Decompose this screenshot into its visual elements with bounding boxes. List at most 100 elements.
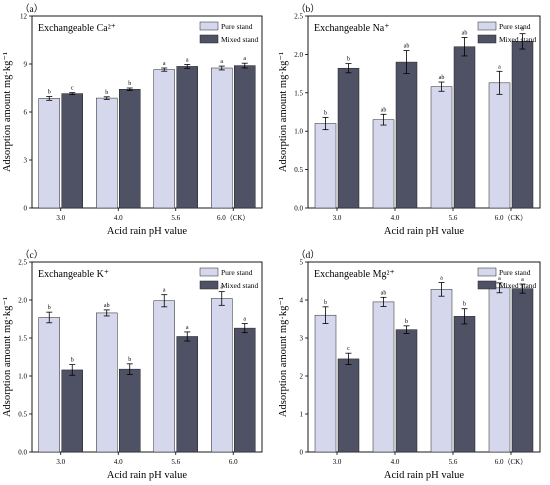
y-tick-label: 0.5: [18, 411, 27, 419]
x-tick-label: 6.0（CK）: [495, 458, 527, 466]
x-tick-label: 3.0: [56, 458, 65, 466]
y-tick-label: 3: [24, 157, 28, 165]
bar-mixed-stand: [61, 93, 83, 209]
x-tick-label: 4.0: [114, 458, 123, 466]
bar-mixed-stand: [453, 316, 476, 453]
significance-letter: a: [521, 277, 524, 283]
y-tick-label: 1.0: [294, 128, 303, 136]
significance-letter: ab: [439, 75, 445, 81]
panel-title: Exchangeable Na⁺: [314, 23, 390, 34]
legend-label: Pure stand: [499, 22, 531, 31]
x-tick-label: 3.0: [56, 214, 65, 222]
plot-frame: [307, 15, 541, 209]
significance-letter: b: [128, 81, 131, 87]
legend-label: Mixed stand: [221, 35, 259, 44]
significance-letter: a: [163, 61, 166, 67]
panel-label: （b）: [296, 3, 320, 15]
bar-pure-stand: [211, 67, 233, 209]
significance-letter: a: [220, 59, 223, 65]
significance-letter: b: [128, 357, 131, 363]
x-tick-label: 5.6: [449, 458, 458, 466]
x-axis-label: Acid rain pH value: [384, 226, 465, 237]
y-axis-label: Adsorption amount mg·kg⁻¹: [278, 297, 289, 417]
y-tick-label: 1: [300, 411, 304, 419]
bar-mixed-stand: [511, 288, 534, 453]
bar-pure-stand: [314, 123, 337, 209]
significance-letter: b: [405, 319, 408, 325]
significance-letter: b: [48, 305, 51, 311]
significance-letter: c: [347, 346, 350, 352]
panel-title: Exchangeable K⁺: [38, 269, 109, 280]
bar-mixed-stand: [119, 368, 141, 453]
significance-letter: a: [243, 317, 246, 323]
panel-c: 0.0 0.5 1.0 1.5 2.0 2.5 3.0 b b 4.0 ab b 5.6 a a 6.0 a a （…: [2, 249, 263, 481]
significance-letter: b: [347, 57, 350, 63]
x-tick-label: 5.6: [171, 214, 180, 222]
y-tick-label: 4: [300, 297, 304, 305]
bar-pure-stand: [488, 82, 511, 209]
y-tick-label: 0.0: [18, 449, 27, 457]
x-tick-label: 5.6: [171, 458, 180, 466]
y-tick-label: 0: [24, 205, 28, 213]
panel-title: Exchangeable Ca²⁺: [38, 23, 116, 34]
y-tick-label: 0: [300, 449, 304, 457]
significance-letter: ab: [404, 44, 410, 50]
significance-letter: ab: [462, 31, 468, 37]
bar-mixed-stand: [176, 336, 198, 453]
bar-mixed-stand: [337, 67, 360, 209]
legend-label: Mixed stand: [499, 281, 537, 290]
bar-mixed-stand: [337, 358, 360, 453]
y-tick-label: 6: [24, 109, 28, 117]
x-tick-label: 4.0: [391, 214, 400, 222]
significance-letter: ab: [381, 107, 387, 113]
bar-pure-stand: [96, 97, 118, 209]
legend-swatch-mixed-stand: [199, 280, 219, 290]
significance-letter: a: [220, 285, 223, 291]
significance-letter: b: [105, 90, 108, 96]
bar-pure-stand: [488, 287, 511, 453]
panel-a: 0 3 6 9 12 3.0 b c 4.0 b b 5.6 a a 6.0（CK） a a （a） Exchang…: [2, 3, 263, 237]
x-tick-label: 6.0（CK）: [217, 214, 249, 222]
y-tick-label: 1.5: [18, 335, 27, 343]
panel-label: （d）: [296, 249, 320, 261]
bar-mixed-stand: [234, 327, 256, 453]
bar-pure-stand: [372, 119, 395, 209]
y-tick-label: 1.0: [18, 373, 27, 381]
x-tick-label: 6.0: [229, 458, 238, 466]
significance-letter: a: [498, 64, 501, 70]
significance-letter: b: [324, 300, 327, 306]
x-tick-label: 5.6: [449, 214, 458, 222]
y-tick-label: 2.0: [294, 51, 303, 59]
y-axis-label: Adsorption amount mg·kg⁻¹: [278, 52, 289, 172]
legend-label: Pure stand: [499, 268, 531, 277]
bar-mixed-stand: [395, 61, 418, 209]
y-axis-label: Adsorption amount mg·kg⁻¹: [2, 297, 13, 417]
legend-swatch-mixed-stand: [477, 34, 497, 44]
legend-swatch-pure-stand: [477, 21, 497, 31]
significance-letter: a: [243, 56, 246, 62]
bar-mixed-stand: [395, 329, 418, 453]
legend-swatch-mixed-stand: [477, 280, 497, 290]
bar-pure-stand: [38, 317, 60, 453]
legend-swatch-pure-stand: [199, 267, 219, 277]
legend-swatch-pure-stand: [477, 267, 497, 277]
bar-pure-stand: [38, 98, 60, 209]
significance-letter: a: [498, 276, 501, 282]
x-axis-label: Acid rain pH value: [107, 470, 188, 481]
x-tick-label: 4.0: [114, 214, 123, 222]
y-tick-label: 0.5: [294, 166, 303, 174]
bar-pure-stand: [314, 314, 337, 453]
plot-frame: [31, 261, 263, 453]
x-tick-label: 4.0: [391, 458, 400, 466]
bar-pure-stand: [430, 289, 453, 453]
y-tick-label: 2.5: [18, 259, 27, 267]
significance-letter: b: [324, 110, 327, 116]
x-tick-label: 6.0（CK）: [495, 214, 527, 222]
y-tick-label: 2: [300, 373, 304, 381]
bar-mixed-stand: [234, 65, 256, 209]
panel-label: （a）: [20, 3, 43, 15]
bar-pure-stand: [153, 300, 175, 453]
bar-mixed-stand: [453, 46, 476, 209]
x-axis-label: Acid rain pH value: [384, 470, 465, 481]
